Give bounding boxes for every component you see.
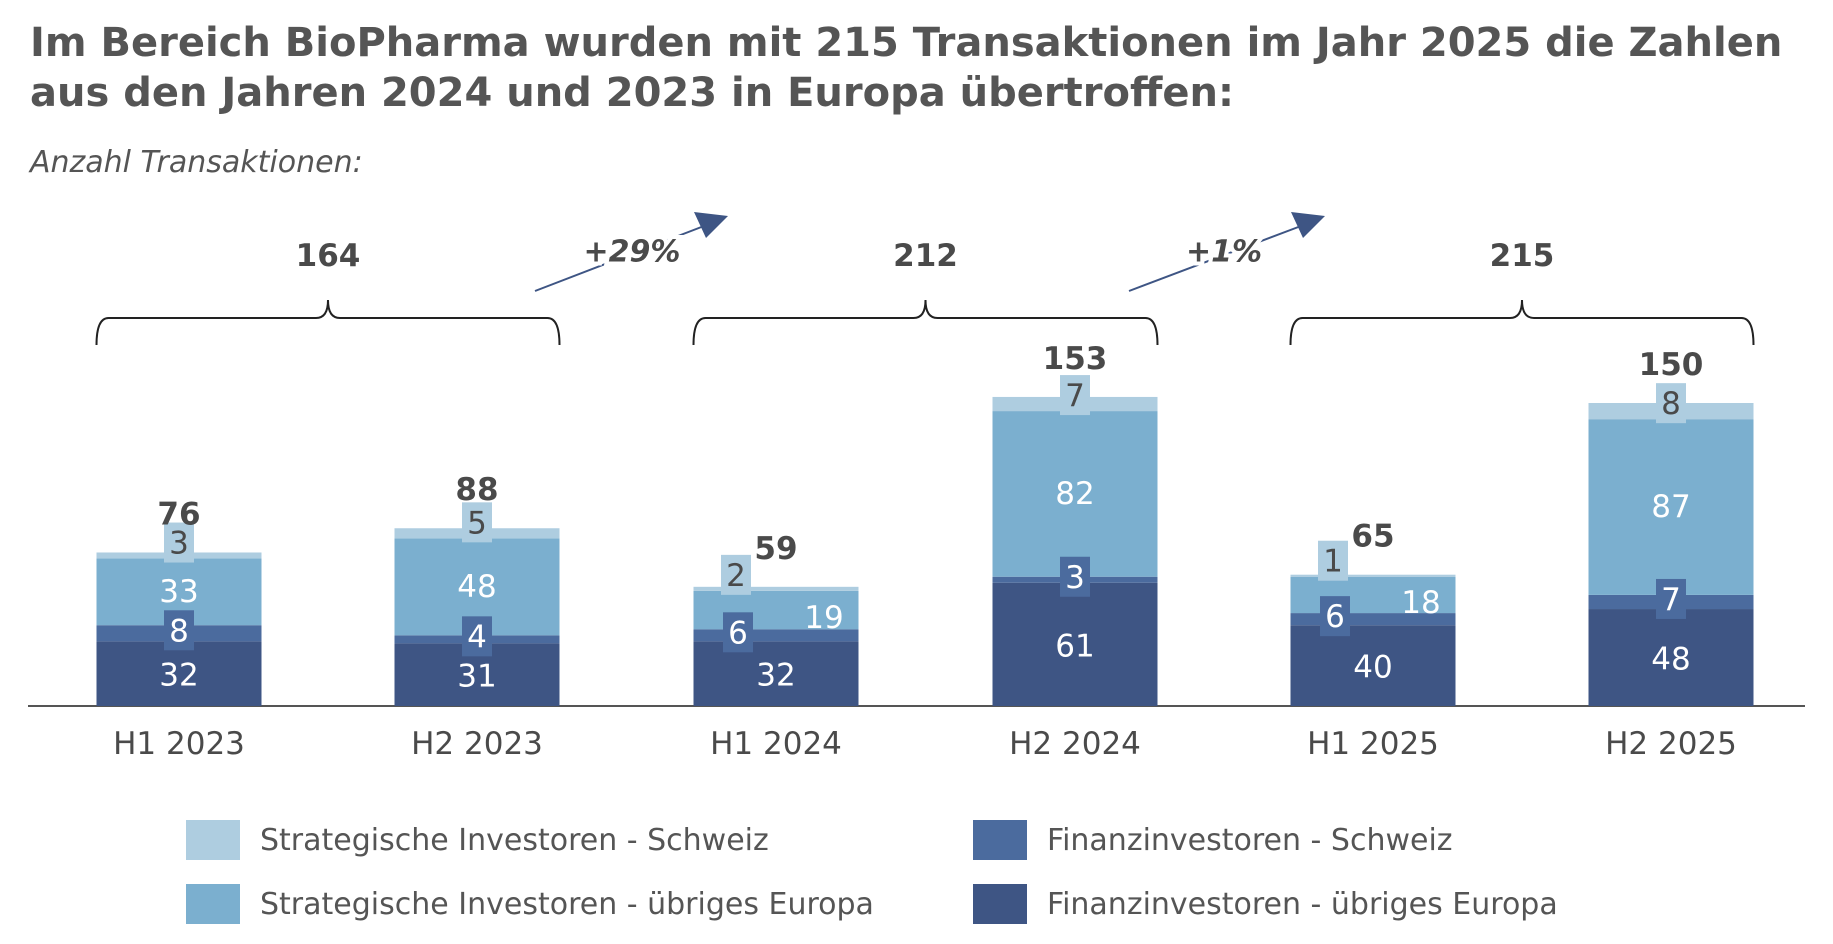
label-box-strat_schweiz xyxy=(1656,383,1686,424)
growth-arrowhead xyxy=(1291,212,1325,238)
growth-arrow-line xyxy=(1128,225,1302,292)
x-tick-label: H1 2023 xyxy=(113,726,245,762)
data-label-strat_europa: 33 xyxy=(159,574,198,610)
bar-segment-fin_europa xyxy=(1588,609,1754,706)
data-label-strat_schweiz: 7 xyxy=(1065,378,1085,414)
data-label-strat_europa: 19 xyxy=(804,600,843,636)
data-label-fin_europa: 48 xyxy=(1651,642,1690,678)
data-label-strat_schweiz: 2 xyxy=(726,558,746,594)
bar-segment-strat_schweiz xyxy=(693,586,859,591)
data-label-fin_europa: 32 xyxy=(159,658,198,694)
data-label-fin_schweiz: 3 xyxy=(1065,560,1085,596)
x-tick-label: H2 2025 xyxy=(1605,726,1737,762)
bar-total-label: 150 xyxy=(1639,347,1704,383)
data-label-strat_europa: 82 xyxy=(1055,476,1094,512)
legend-label-strat-europa: Strategische Investoren - übriges Europa xyxy=(260,886,874,922)
bar-segment-fin_europa xyxy=(992,582,1158,706)
data-label-fin_europa: 32 xyxy=(756,658,795,694)
bar-total-label: 59 xyxy=(754,531,797,567)
bar-total-label: 153 xyxy=(1043,341,1108,377)
bar-segment-fin_europa xyxy=(693,641,859,706)
bar-segment-strat_europa xyxy=(1290,576,1456,614)
bar-segment-strat_europa xyxy=(992,411,1158,577)
data-label-strat_schweiz: 5 xyxy=(467,505,487,541)
legend-item-fin-europa: Finanzinvestoren - übriges Europa xyxy=(973,884,1558,924)
legend-label-fin-europa: Finanzinvestoren - übriges Europa xyxy=(1047,886,1558,922)
label-box-strat_schweiz xyxy=(1060,375,1090,416)
year-total-label: 212 xyxy=(893,238,958,274)
label-box-strat_schweiz xyxy=(164,522,194,563)
x-tick-label: H2 2023 xyxy=(411,726,543,762)
data-label-strat_europa: 48 xyxy=(457,569,496,605)
x-tick-label: H1 2025 xyxy=(1307,726,1439,762)
bar-segment-fin_europa xyxy=(96,641,262,706)
bar-total-label: 88 xyxy=(455,472,498,508)
growth-arrowhead xyxy=(694,212,728,238)
year-bracket-2025 xyxy=(1289,299,1755,346)
year-bracket-2023 xyxy=(95,299,561,346)
legend-swatch-strat-schweiz xyxy=(186,820,240,860)
growth-label: +1% xyxy=(1186,235,1262,270)
legend-item-strat-schweiz: Strategische Investoren - Schweiz xyxy=(186,820,769,860)
data-label-fin_europa: 31 xyxy=(457,659,496,695)
label-box-fin_schweiz xyxy=(1060,556,1090,597)
bar-total-label: 65 xyxy=(1351,519,1394,555)
data-label-fin_schweiz: 6 xyxy=(728,615,748,651)
data-label-strat_schweiz: 3 xyxy=(169,526,189,562)
data-label-fin_schweiz: 7 xyxy=(1661,582,1681,618)
legend-item-strat-europa: Strategische Investoren - übriges Europa xyxy=(186,884,874,924)
data-label-strat_europa: 87 xyxy=(1651,489,1690,525)
legend-swatch-fin-schweiz xyxy=(973,820,1027,860)
chart-title: Im Bereich BioPharma wurden mit 215 Tran… xyxy=(30,20,1783,116)
chart-subtitle: Anzahl Transaktionen: xyxy=(30,145,363,180)
label-box-strat_schweiz xyxy=(721,554,751,595)
year-bracket-2024 xyxy=(692,299,1159,346)
growth-arrow-line xyxy=(534,225,705,292)
legend-swatch-strat-europa xyxy=(186,884,240,924)
year-total-label: 215 xyxy=(1490,238,1555,274)
x-tick-label: H1 2024 xyxy=(710,726,842,762)
label-box-strat_schweiz xyxy=(462,502,492,543)
legend-item-fin-schweiz: Finanzinvestoren - Schweiz xyxy=(973,820,1453,860)
data-label-strat_schweiz: 1 xyxy=(1323,544,1343,580)
legend-swatch-fin-europa xyxy=(973,884,1027,924)
data-label-fin_schweiz: 6 xyxy=(1325,599,1345,635)
data-label-strat_europa: 18 xyxy=(1401,585,1440,621)
label-box-fin_schweiz xyxy=(1320,596,1350,637)
data-label-strat_schweiz: 8 xyxy=(1661,386,1681,422)
growth-label: +29% xyxy=(584,235,681,270)
label-box-fin_schweiz xyxy=(164,610,194,651)
data-label-fin_schweiz: 8 xyxy=(169,613,189,649)
data-label-fin_europa: 40 xyxy=(1353,650,1392,686)
bar-segment-strat_schweiz xyxy=(1290,574,1456,577)
year-total-label: 164 xyxy=(296,238,361,274)
label-box-fin_schweiz xyxy=(462,616,492,657)
legend-label-fin-schweiz: Finanzinvestoren - Schweiz xyxy=(1047,822,1453,858)
label-box-strat_schweiz xyxy=(1318,540,1348,581)
label-box-fin_schweiz xyxy=(1656,578,1686,619)
data-label-fin_schweiz: 4 xyxy=(467,619,487,655)
legend-label-strat-schweiz: Strategische Investoren - Schweiz xyxy=(260,822,769,858)
bar-total-label: 76 xyxy=(157,496,200,532)
bar-segment-strat_europa xyxy=(693,590,859,630)
bar-segment-strat_europa xyxy=(1588,419,1754,595)
label-box-fin_schweiz xyxy=(723,612,753,653)
x-tick-label: H2 2024 xyxy=(1009,726,1141,762)
bar-segment-fin_europa xyxy=(1290,625,1456,706)
data-label-fin_europa: 61 xyxy=(1055,628,1094,664)
